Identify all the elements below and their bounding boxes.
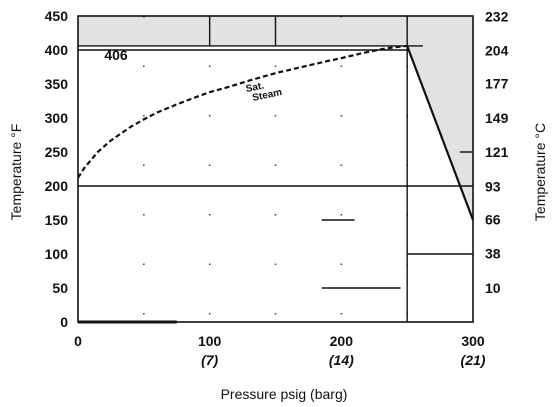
y2-tick-label: 10 (485, 280, 501, 296)
y-tick-label: 300 (45, 110, 69, 126)
y2-tick-label: 121 (485, 144, 509, 160)
y2-tick-label: 38 (485, 246, 501, 262)
y2-tick-labels: 10 38 66 93 121 149 177 204 232 (485, 8, 509, 296)
x-axis-title: Pressure psig (barg) (221, 386, 348, 402)
series-group (77, 44, 475, 221)
annotation-label: Sat. (245, 80, 265, 95)
y2-tick-label: 204 (485, 43, 509, 59)
x-tick-sublabel: (7) (201, 352, 218, 368)
saturated-steam-curve (77, 44, 408, 179)
y-tick-label: 250 (45, 144, 69, 160)
cooling-line (406, 45, 475, 221)
y-tick-label: 450 (45, 8, 69, 24)
y-tick-label: 350 (45, 76, 69, 92)
plot-frame (77, 15, 474, 323)
y-tick-label: 100 (45, 246, 69, 262)
y2-tick-label: 232 (485, 8, 509, 24)
y-tick-labels: 0 50 100 150 200 250 300 350 400 450 (45, 8, 69, 330)
x-tick-labels: 0 100 (7) 200 (14) 300 (21) (74, 333, 486, 368)
x-tick-label: 0 (74, 333, 82, 349)
x-tick-sublabel: (14) (329, 352, 354, 368)
y-tick-label: 400 (45, 42, 69, 58)
x-tick-label: 300 (461, 333, 485, 349)
x-tick-label: 100 (198, 333, 222, 349)
y-tick-label: 200 (45, 178, 69, 194)
y-tick-label: 0 (60, 314, 68, 330)
grid (143, 16, 408, 322)
y-tick-label: 150 (45, 212, 69, 228)
reference-lines (78, 16, 473, 322)
y2-tick-label: 66 (485, 211, 501, 227)
y2-tick-label: 93 (485, 178, 501, 194)
y2-tick-label: 177 (485, 76, 509, 92)
y2-axis-title: Temperature °C (532, 123, 548, 221)
x-tick-sublabel: (21) (461, 352, 486, 368)
y-tick-label: 50 (52, 280, 68, 296)
x-tick-label: 200 (330, 333, 354, 349)
annotation-label: 406 (104, 47, 128, 63)
y-axis-title: Temperature °F (8, 124, 24, 221)
y2-tick-label: 149 (485, 110, 509, 126)
shaded-region (78, 16, 473, 220)
